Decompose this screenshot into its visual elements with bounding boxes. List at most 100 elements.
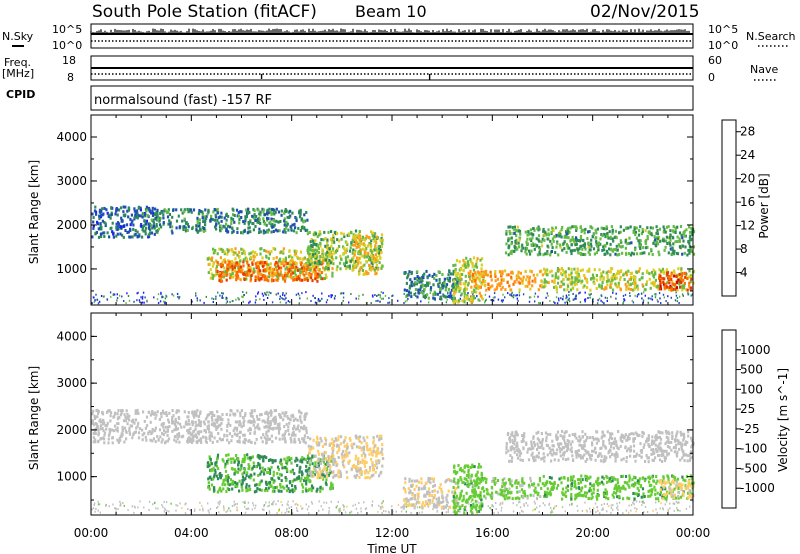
data-cell xyxy=(656,242,660,246)
data-cell xyxy=(455,290,458,294)
data-cell xyxy=(470,285,473,289)
data-cell xyxy=(124,419,128,423)
data-cell xyxy=(198,212,201,215)
data-cell xyxy=(509,293,511,296)
data-cell xyxy=(177,432,181,436)
data-cell xyxy=(279,298,281,300)
data-cell xyxy=(594,502,597,505)
data-cell xyxy=(447,278,450,282)
data-cell xyxy=(555,288,558,292)
data-cell xyxy=(373,268,376,272)
data-cell xyxy=(314,273,317,277)
data-cell xyxy=(652,268,655,272)
data-cell xyxy=(510,277,513,281)
data-cell xyxy=(317,298,320,300)
data-cell xyxy=(234,247,237,251)
data-cell xyxy=(298,429,301,433)
data-cell xyxy=(159,212,162,215)
data-cell xyxy=(252,222,255,226)
data-cell xyxy=(544,284,547,288)
data-cell xyxy=(146,424,149,428)
data-cell xyxy=(477,298,480,302)
data-cell xyxy=(567,284,570,288)
data-cell xyxy=(650,270,653,274)
data-cell xyxy=(128,207,131,210)
data-cell xyxy=(597,299,599,302)
data-cell xyxy=(550,242,553,246)
data-cell xyxy=(307,259,311,263)
data-cell xyxy=(464,282,467,286)
data-cell xyxy=(422,276,425,279)
data-cell xyxy=(104,222,107,226)
data-cell xyxy=(392,294,394,297)
data-cell xyxy=(420,300,422,303)
data-cell xyxy=(216,440,219,443)
data-cell xyxy=(588,230,591,233)
data-cell xyxy=(682,239,685,243)
data-cell xyxy=(363,501,365,504)
data-cell xyxy=(272,211,275,215)
data-cell xyxy=(119,413,122,417)
data-cell xyxy=(278,425,281,428)
data-cell xyxy=(581,510,584,512)
data-cell xyxy=(261,256,264,260)
data-cell xyxy=(330,230,333,233)
data-cell xyxy=(333,231,336,235)
data-cell xyxy=(616,285,619,289)
data-cell xyxy=(214,213,217,217)
data-cell xyxy=(414,288,417,291)
data-cell xyxy=(358,294,360,297)
data-cell xyxy=(677,501,680,504)
data-cell xyxy=(284,221,287,225)
data-cell xyxy=(312,233,315,237)
data-cell xyxy=(225,227,228,231)
data-cell xyxy=(136,209,139,213)
data-cell xyxy=(119,225,122,229)
data-cell xyxy=(91,412,94,416)
data-cell xyxy=(617,281,620,285)
data-cell xyxy=(553,507,555,510)
data-cell xyxy=(109,291,112,294)
data-cell xyxy=(512,502,514,505)
colorbar-tick-label: 24 xyxy=(740,148,755,162)
data-cell xyxy=(244,256,247,260)
data-cell xyxy=(281,250,284,253)
data-cell xyxy=(371,234,374,238)
data-cell xyxy=(577,280,580,283)
data-cell xyxy=(266,230,269,234)
data-cell xyxy=(268,425,271,429)
data-cell xyxy=(104,423,107,427)
data-cell xyxy=(305,412,308,416)
data-cell xyxy=(669,502,671,505)
data-cell xyxy=(418,511,421,514)
data-cell xyxy=(584,247,587,251)
data-cell xyxy=(132,418,135,422)
data-cell xyxy=(217,263,220,267)
data-cell xyxy=(156,298,159,301)
data-cell xyxy=(610,281,613,285)
data-cell xyxy=(597,509,599,512)
data-cell xyxy=(112,232,115,236)
data-cell xyxy=(553,278,556,282)
data-cell xyxy=(688,284,691,288)
data-cell xyxy=(160,415,163,419)
data-cell xyxy=(299,250,303,254)
data-cell xyxy=(300,266,303,270)
data-cell xyxy=(233,500,235,503)
data-cell xyxy=(277,426,280,430)
data-cell xyxy=(377,245,380,249)
data-cell xyxy=(195,228,198,232)
data-cell xyxy=(92,409,95,413)
data-cell xyxy=(231,249,234,253)
data-cell xyxy=(323,258,326,262)
data-cell xyxy=(230,265,233,269)
data-cell xyxy=(564,510,566,513)
data-cell xyxy=(111,230,114,234)
data-cell xyxy=(200,430,203,434)
data-cell xyxy=(97,425,100,429)
data-cell xyxy=(690,250,693,254)
data-cell xyxy=(515,234,518,238)
data-cell xyxy=(309,254,312,258)
data-cell xyxy=(377,293,380,296)
data-cell xyxy=(286,262,289,266)
